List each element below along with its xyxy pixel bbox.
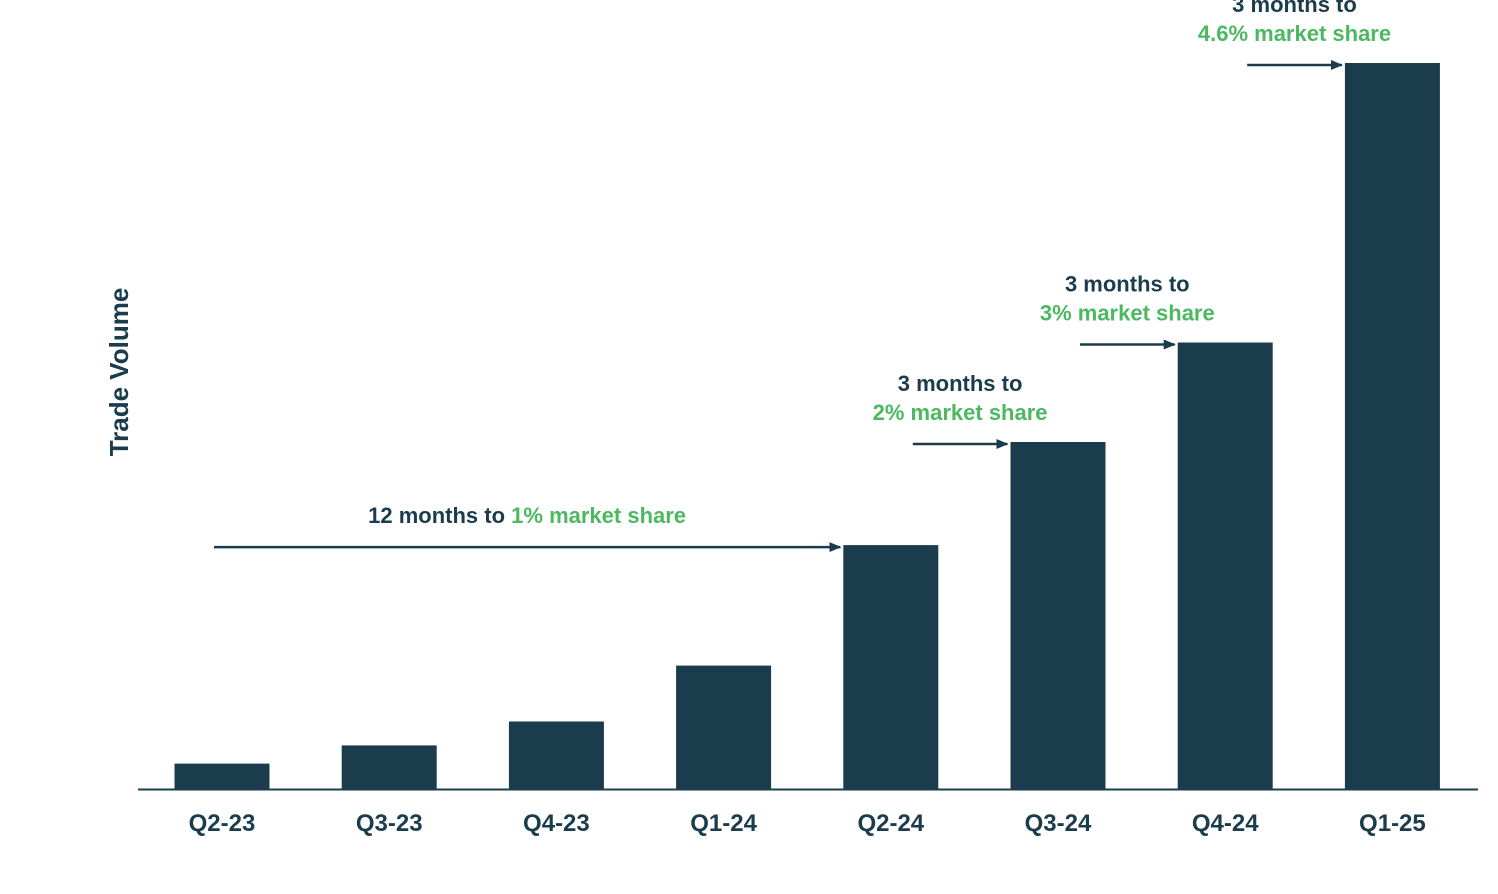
- annotation-1-text-1-1: 12 months to: [368, 503, 511, 528]
- x-tick-label-q1-25: Q1-25: [1359, 810, 1426, 837]
- y-axis-title: Trade Volume: [104, 288, 134, 457]
- annotation-3-line-2: 3% market share: [1040, 301, 1215, 326]
- annotation-2-text-1-1: 3 months to: [898, 371, 1023, 396]
- annotation-2: 3 months to 2% market share: [873, 371, 1048, 449]
- annotation-1-line-1: 12 months to 1% market share: [368, 503, 686, 528]
- annotations-layer: 12 months to 1% market share 3 months to 2…: [214, 0, 1391, 553]
- x-tick-label-q2-23: Q2-23: [189, 810, 256, 837]
- annotation-4-line-1: 3 months to: [1232, 0, 1357, 17]
- annotation-2-line-2: 2% market share: [873, 400, 1048, 425]
- bar-q2-23: [174, 763, 270, 789]
- annotation-4-line-2: 4.6% market share: [1198, 21, 1391, 46]
- bar-q4-23: [508, 721, 604, 789]
- bar-q2-24: [843, 545, 939, 789]
- annotation-2-line-1: 3 months to: [898, 371, 1023, 396]
- annotation-4: 3 months to 4.6% market share: [1198, 0, 1391, 70]
- x-tick-label-q3-23: Q3-23: [356, 810, 423, 837]
- annotation-1: 12 months to 1% market share: [214, 503, 842, 553]
- bar-q4-24: [1177, 342, 1273, 789]
- bar-q1-24: [676, 665, 772, 789]
- x-tick-label-q1-24: Q1-24: [690, 810, 757, 837]
- x-tick-label-q4-23: Q4-23: [523, 810, 590, 837]
- annotation-3: 3 months to 3% market share: [1040, 272, 1215, 350]
- annotation-3-line-1: 3 months to: [1065, 272, 1190, 297]
- x-tick-label-q4-24: Q4-24: [1192, 810, 1259, 837]
- bar-q3-24: [1010, 442, 1106, 789]
- bar-q1-25: [1344, 63, 1440, 789]
- bars-layer: [174, 63, 1440, 789]
- annotation-1-text-1-2: 1% market share: [511, 503, 686, 528]
- x-tick-label-q2-24: Q2-24: [857, 810, 924, 837]
- annotation-3-text-1-1: 3 months to: [1065, 272, 1190, 297]
- bar-q3-23: [341, 745, 437, 789]
- x-tick-labels: Q2-23 Q3-23 Q4-23 Q1-24 Q2-24 Q3-24 Q4-24 Q1-25: [189, 810, 1426, 837]
- x-tick-label-q3-24: Q3-24: [1025, 810, 1092, 837]
- annotation-3-text-2-1: 3% market share: [1040, 301, 1215, 326]
- annotation-4-text-2-1: 4.6% market share: [1198, 21, 1391, 46]
- annotation-2-text-2-1: 2% market share: [873, 400, 1048, 425]
- annotation-4-text-1-1: 3 months to: [1232, 0, 1357, 17]
